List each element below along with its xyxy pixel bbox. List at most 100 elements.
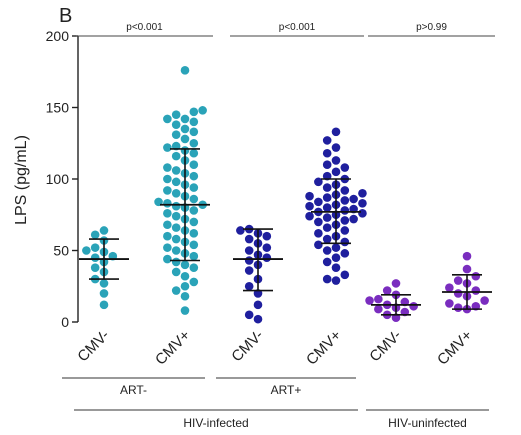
supergroup-label: HIV-uninfected bbox=[388, 416, 467, 430]
data-point bbox=[90, 243, 100, 252]
data-point bbox=[189, 229, 199, 238]
data-point bbox=[180, 134, 190, 144]
data-point bbox=[163, 143, 172, 152]
data-point bbox=[340, 226, 350, 235]
data-point bbox=[322, 257, 332, 267]
data-point bbox=[99, 279, 109, 288]
data-point bbox=[374, 294, 383, 304]
data-point bbox=[189, 127, 199, 137]
data-point bbox=[382, 286, 392, 295]
group-labels: ART- ART+ HIV-infected HIV-uninfected bbox=[62, 377, 489, 430]
data-point bbox=[189, 206, 199, 215]
data-point bbox=[189, 263, 199, 272]
data-point bbox=[180, 66, 190, 75]
data-point bbox=[331, 143, 341, 152]
data-point bbox=[340, 237, 350, 247]
data-point bbox=[180, 281, 190, 291]
data-point bbox=[163, 186, 172, 195]
data-point bbox=[314, 240, 323, 250]
data-point bbox=[171, 151, 181, 161]
data-point bbox=[314, 217, 323, 227]
data-point bbox=[331, 243, 341, 252]
data-point bbox=[340, 249, 350, 258]
data-point bbox=[90, 253, 100, 262]
data-point bbox=[244, 234, 254, 244]
data-point bbox=[305, 211, 314, 221]
data-point bbox=[349, 214, 358, 224]
data-point bbox=[163, 163, 172, 172]
data-point bbox=[171, 110, 181, 119]
mean-sd-bars bbox=[79, 148, 492, 316]
data-point bbox=[90, 230, 100, 240]
data-point bbox=[163, 243, 172, 252]
data-point bbox=[374, 304, 383, 314]
data-point bbox=[198, 106, 207, 115]
data-point bbox=[453, 276, 463, 285]
data-point bbox=[322, 183, 332, 192]
p-value-label: p>0.99 bbox=[416, 22, 447, 33]
data-point bbox=[244, 256, 254, 265]
supergroup-label: HIV-infected bbox=[183, 416, 248, 430]
group-label: ART+ bbox=[271, 383, 302, 397]
data-point bbox=[322, 223, 332, 232]
data-point bbox=[171, 177, 181, 187]
y-axis: 0 50 100 150 200 bbox=[46, 28, 79, 330]
data-point bbox=[163, 220, 172, 230]
data-point bbox=[180, 124, 190, 134]
data-point bbox=[171, 267, 181, 277]
data-point bbox=[322, 234, 332, 244]
data-point bbox=[462, 264, 472, 274]
y-tick-label: 100 bbox=[46, 171, 70, 187]
data-point bbox=[445, 283, 454, 292]
data-point bbox=[189, 160, 199, 169]
data-point bbox=[314, 177, 323, 187]
data-point bbox=[171, 223, 181, 232]
data-point bbox=[171, 211, 181, 221]
data-point bbox=[340, 206, 350, 215]
panel-label: B bbox=[59, 5, 72, 27]
data-point bbox=[453, 303, 463, 313]
data-point bbox=[180, 291, 190, 301]
data-point bbox=[189, 251, 199, 261]
data-point bbox=[358, 189, 367, 198]
data-point bbox=[236, 226, 245, 235]
data-point bbox=[253, 314, 263, 324]
data-point bbox=[331, 276, 341, 285]
data-points bbox=[82, 66, 489, 324]
data-point bbox=[163, 231, 172, 241]
data-point bbox=[171, 234, 181, 244]
data-point bbox=[171, 201, 181, 211]
data-point bbox=[322, 136, 332, 145]
data-point bbox=[331, 156, 341, 165]
data-point bbox=[391, 279, 401, 288]
data-point bbox=[480, 296, 489, 305]
comparison-brackets: p<0.001 p<0.001 p>0.99 bbox=[76, 22, 495, 37]
data-point bbox=[253, 300, 263, 310]
data-point bbox=[189, 171, 199, 181]
x-tick-label: CMV+ bbox=[434, 327, 476, 369]
data-point bbox=[331, 263, 341, 272]
x-tick-label: CMV- bbox=[74, 327, 113, 366]
data-point bbox=[244, 266, 254, 275]
data-point bbox=[322, 193, 332, 202]
data-point bbox=[340, 163, 350, 172]
data-point bbox=[244, 310, 254, 320]
data-point bbox=[171, 246, 181, 255]
data-point bbox=[180, 271, 190, 281]
data-point bbox=[163, 209, 172, 218]
p-value-label: p<0.001 bbox=[126, 22, 163, 33]
data-point bbox=[340, 216, 350, 225]
y-tick-label: 200 bbox=[46, 28, 70, 44]
data-point bbox=[189, 183, 199, 192]
data-point bbox=[322, 213, 332, 222]
data-point bbox=[358, 209, 367, 218]
data-point bbox=[365, 296, 374, 305]
y-tick-label: 50 bbox=[53, 243, 69, 259]
data-point bbox=[331, 167, 341, 177]
data-point bbox=[163, 254, 172, 264]
p-value-label: p<0.001 bbox=[279, 22, 316, 33]
data-point bbox=[349, 194, 358, 204]
data-point bbox=[163, 199, 172, 208]
data-point bbox=[262, 243, 272, 252]
